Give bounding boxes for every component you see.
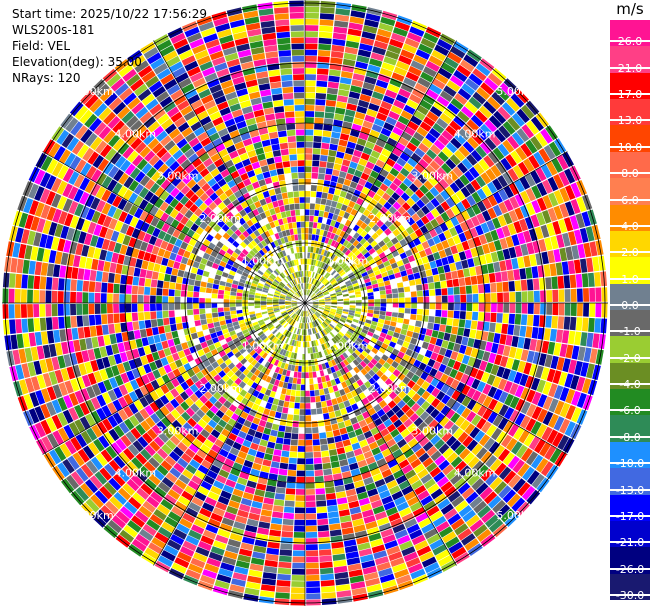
colorbar-tick [610, 514, 650, 517]
colorbar-level-label: 1.0 [621, 272, 639, 286]
colorbar-level-label: 13.0 [617, 114, 643, 128]
range-ring-labels: 1.00km 1.00km 1.00km 1.00km 2.00km 2.00km 2.00… [72, 85, 538, 522]
range-ring-label: 3.00km [411, 170, 453, 183]
colorbar-level-label: -2.0 [619, 351, 641, 365]
colorbar-level-label: -6.0 [619, 404, 641, 418]
range-ring-label: 5.00km [496, 85, 538, 98]
colorbar-level-label: -1.0 [619, 325, 641, 339]
colorbar-tick [610, 356, 650, 359]
azimuth-spoke [304, 40, 457, 304]
colorbar-tick [610, 198, 650, 201]
range-ring-label: 3.00km [157, 170, 199, 183]
colorbar-level-label: 4.0 [621, 219, 639, 233]
range-ring-label: 2.00km [369, 382, 411, 395]
colorbar-level-label: -17.0 [615, 509, 645, 523]
colorbar-tick [610, 66, 650, 69]
range-ring-label: 5.00km [72, 85, 114, 98]
range-ring-label: 5.00km [72, 509, 114, 522]
range-ring-label: 4.00km [115, 127, 157, 140]
start-time-text: Start time: 2025/10/22 17:56:29 [12, 7, 207, 21]
colorbar-level-label: -26.0 [615, 562, 645, 576]
field-text: Field: VEL [12, 39, 71, 53]
instrument-text: WLS200s-181 [12, 23, 95, 37]
colorbar-tick [610, 224, 650, 227]
azimuth-spoke [304, 302, 568, 455]
azimuth-spoke [42, 302, 306, 455]
colorbar-level-label: 2.0 [621, 246, 639, 260]
colorbar-tick [610, 119, 650, 122]
ppi-scan-plot: 1.00km 1.00km 1.00km 1.00km 2.00km 2.00km 2.00… [2, 0, 608, 606]
colorbar-level-label: 0.0 [621, 299, 639, 312]
range-ring-label: 2.00km [199, 212, 241, 225]
colorbar-tick [610, 435, 650, 438]
colorbar-level-label: -10.0 [615, 457, 645, 471]
colorbar-tick [610, 330, 650, 333]
range-ring-label: 1.00km [242, 339, 284, 352]
azimuth-spokes [2, 0, 608, 606]
range-ring-label: 1.00km [242, 255, 284, 268]
colorbar-tick [610, 594, 650, 596]
colorbar-level-label: 6.0 [621, 193, 639, 207]
colorbar-level-label: -13.0 [615, 483, 645, 497]
azimuth-spoke [42, 151, 306, 304]
colorbar-level-label: -8.0 [619, 430, 641, 444]
range-ring-label: 4.00km [454, 127, 496, 140]
colorbar-tick [610, 488, 650, 491]
colorbar-level-label: 10.0 [617, 140, 643, 154]
range-ring-label: 1.00km [327, 255, 369, 268]
azimuth-spoke [153, 302, 306, 566]
azimuth-spoke [304, 302, 457, 566]
range-ring-label: 4.00km [454, 467, 496, 480]
colorbar-tick [610, 93, 650, 96]
colorbar-level-label: -4.0 [619, 378, 641, 392]
range-ring-label: 5.00km [496, 509, 538, 522]
colorbar-tick [610, 145, 650, 148]
colorbar-level-label: 21.0 [617, 61, 643, 75]
range-ring-label: 2.00km [369, 212, 411, 225]
colorbar-tick [610, 304, 650, 306]
range-ring-label: 3.00km [157, 424, 199, 437]
colorbar-tick [610, 567, 650, 570]
azimuth-spoke [304, 151, 568, 304]
colorbar-tick [610, 251, 650, 254]
colorbar-tick [610, 409, 650, 412]
colorbar-tick [610, 541, 650, 544]
colorbar-tick [610, 277, 650, 280]
colorbar-level-label: 26.0 [617, 35, 643, 49]
range-ring-label: 4.00km [115, 467, 157, 480]
azimuth-spoke [153, 40, 306, 304]
colorbar-level-label: 8.0 [621, 167, 639, 181]
elevation-text: Elevation(deg): 35.00 [12, 55, 142, 69]
colorbar-level-label: 17.0 [617, 88, 643, 102]
nrays-text: NRays: 120 [12, 71, 81, 85]
colorbar-level-label: -30.0 [615, 589, 645, 602]
range-ring-label: 2.00km [199, 382, 241, 395]
colorbar-tick [610, 40, 650, 43]
colorbar-level-label: -21.0 [615, 536, 645, 550]
colorbar-tick [610, 383, 650, 386]
colorbar-unit: m/s [616, 0, 644, 18]
colorbar-tick [610, 462, 650, 465]
range-ring-label: 3.00km [411, 424, 453, 437]
range-ring-label: 1.00km [327, 339, 369, 352]
colorbar-tick [610, 172, 650, 175]
